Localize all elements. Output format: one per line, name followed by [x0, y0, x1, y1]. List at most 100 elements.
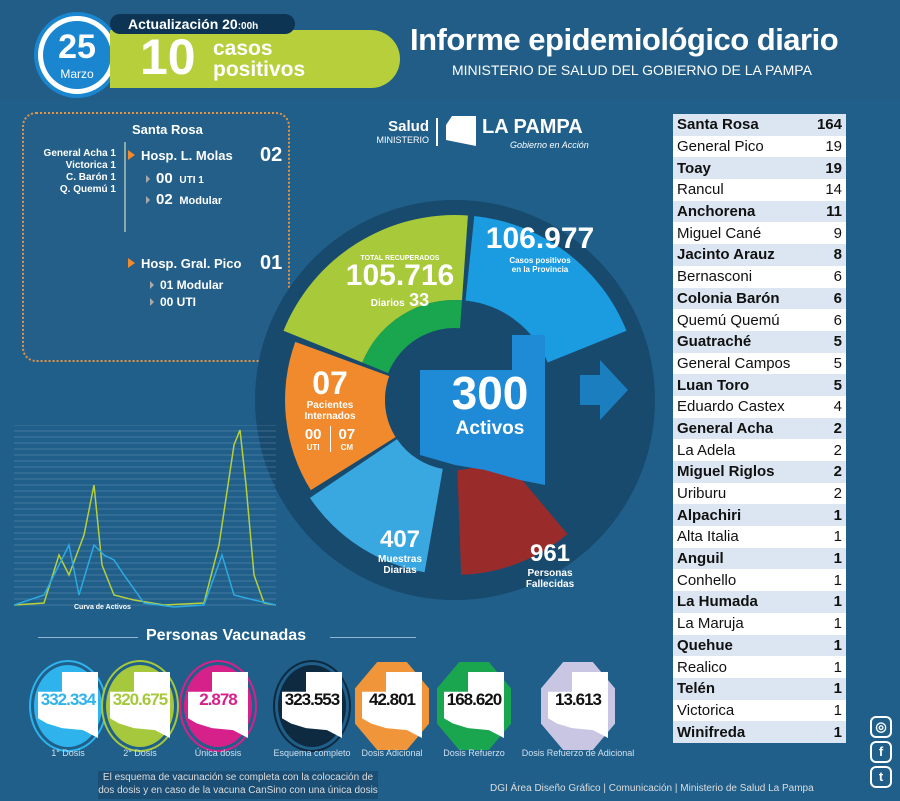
recuperados-value: 105.716: [345, 259, 455, 292]
vaccine-value: 2.878: [199, 690, 238, 709]
activos-value: 300: [451, 367, 529, 419]
locality-name: La Humada: [677, 593, 758, 611]
vaccine-value: 42.801: [369, 690, 416, 709]
locality-count: 1: [833, 593, 842, 611]
arrow-icon: [128, 258, 135, 268]
table-row: Alta Italia 1: [673, 526, 846, 548]
locality-name: Anchorena: [677, 203, 756, 221]
locality-name: Realico: [677, 658, 728, 676]
locality-count: 1: [833, 506, 842, 524]
vaccine-label: 1° Dosis: [51, 748, 85, 758]
molas-modular-count: 02: [156, 191, 173, 208]
cases-banner: 10 casos positivos: [110, 29, 400, 88]
instagram-icon[interactable]: ◎: [870, 716, 892, 738]
locality-count: 1: [833, 528, 842, 546]
locality-name: Conhello: [677, 571, 737, 589]
locality-count: 2: [833, 419, 842, 437]
locality-name: Luan Toro: [677, 376, 750, 394]
table-row: Conhello 1: [673, 569, 846, 592]
diarios-label: Diarios: [370, 298, 405, 309]
locality-count: 9: [833, 224, 842, 242]
logo-salud: Salud: [388, 118, 429, 135]
table-row: Bernasconi 6: [673, 265, 846, 288]
vaccine-badge: 332.334 1° Dosis: [2, 660, 134, 758]
cases-label-2: positivos: [213, 58, 306, 81]
locality-count: 5: [833, 333, 842, 351]
positivos-label-1: Casos positivos: [509, 256, 571, 265]
update-time: Actualización 20:00h: [110, 14, 295, 34]
locality-count: 6: [833, 311, 842, 329]
pico-uti: 00 UTI: [160, 295, 197, 309]
locality-count: 1: [833, 615, 842, 633]
update-label: Actualización 20: [128, 16, 238, 32]
locality-count: 19: [825, 138, 842, 156]
locality-name: Telén: [677, 680, 716, 698]
locality-name: La Maruja: [677, 615, 744, 633]
locality-count: 164: [816, 116, 842, 134]
vaccine-label: Dosis Adicional: [361, 748, 423, 758]
arrow-icon: [150, 281, 154, 289]
cases-label-1: casos: [213, 37, 273, 60]
fallecidos-label-2: Fallecidas: [525, 579, 575, 590]
curve-line-blue: [14, 542, 276, 608]
positivos-value: 106.977: [485, 222, 595, 255]
table-row: Anchorena 11: [673, 200, 846, 223]
vaccine-value: 168.620: [446, 690, 502, 709]
table-row: Miguel Riglos 2: [673, 461, 846, 483]
divider: [330, 637, 416, 638]
table-row: Miguel Cané 9: [673, 222, 846, 245]
vaccine-note-2: dos dosis y en caso de la vacuna CanSino…: [98, 785, 378, 796]
table-row: General Pico 19: [673, 135, 846, 158]
pico-modular: 01 Modular: [160, 278, 224, 292]
internados-label-2: Internados: [304, 411, 356, 422]
locality-count: 2: [833, 463, 842, 481]
vaccine-value: 332.334: [40, 690, 96, 709]
vaccine-badge: 13.613 Dosis Refuerzo de Adicional: [512, 662, 644, 758]
page-title: Informe epidemiológico diario: [410, 22, 839, 57]
muestras-segment: [309, 439, 443, 573]
vaccine-value: 320.675: [112, 690, 168, 709]
table-row: Winifreda 1: [673, 721, 846, 743]
recuperados-label: TOTAL RECUPERADOS: [360, 255, 440, 262]
table-row: Anguil 1: [673, 547, 846, 570]
locality-count: 1: [833, 550, 842, 568]
hospital-box: Santa Rosa General Acha 1 Victorica 1 C. B…: [22, 112, 290, 362]
table-row: La Maruja 1: [673, 612, 846, 635]
cases-count: 10: [140, 29, 196, 85]
hospital-pico-name: Hosp. Gral. Pico: [141, 256, 242, 271]
internados-label-1: Pacientes: [306, 400, 354, 411]
internados-segment: [285, 341, 396, 491]
locality-name: Winifreda: [677, 723, 746, 741]
date-badge: 25 Marzo: [34, 12, 120, 98]
facebook-icon[interactable]: f: [870, 741, 892, 763]
origins-list: General Acha 1 Victorica 1 C. Barón 1 Q. Qu…: [32, 148, 116, 196]
hospital-city: Santa Rosa: [132, 122, 203, 137]
vaccine-label: Única dosis: [194, 748, 242, 758]
curve-line-green: [14, 429, 276, 606]
locality-count: 6: [833, 268, 842, 286]
salud-logo: Salud MINISTERIO: [365, 118, 429, 145]
table-row: Quehue 1: [673, 634, 846, 657]
locality-name: Rancul: [677, 181, 724, 199]
la-pampa-map-icon: [446, 116, 476, 146]
arrow-icon: [146, 175, 150, 183]
table-row: Santa Rosa 164: [673, 114, 846, 136]
locality-name: Santa Rosa: [677, 116, 759, 134]
locality-name: Quehue: [677, 636, 733, 654]
localities-table: Santa Rosa 164 General Pico 19 Toay 19 Rancul 1…: [673, 114, 846, 743]
hospital-molas-total: 02: [260, 144, 283, 166]
logo-tagline: Gobierno en Acción: [510, 140, 589, 150]
twitter-icon[interactable]: t: [870, 766, 892, 788]
table-row: Alpachiri 1: [673, 504, 846, 527]
muestras-label-2: Diarias: [383, 565, 417, 576]
vaccine-badge: 2.878 Única dosis: [152, 660, 284, 758]
activos-label: Activos: [455, 418, 525, 439]
hospital-molas-name: Hosp. L. Molas: [141, 148, 233, 163]
locality-name: Toay: [677, 159, 711, 177]
table-row: General Campos 5: [673, 352, 846, 375]
table-row: Rancul 14: [673, 179, 846, 201]
origin-item: C. Barón 1: [65, 172, 116, 183]
uti-label: UTI: [306, 443, 320, 452]
table-row: Victorica 1: [673, 699, 846, 722]
